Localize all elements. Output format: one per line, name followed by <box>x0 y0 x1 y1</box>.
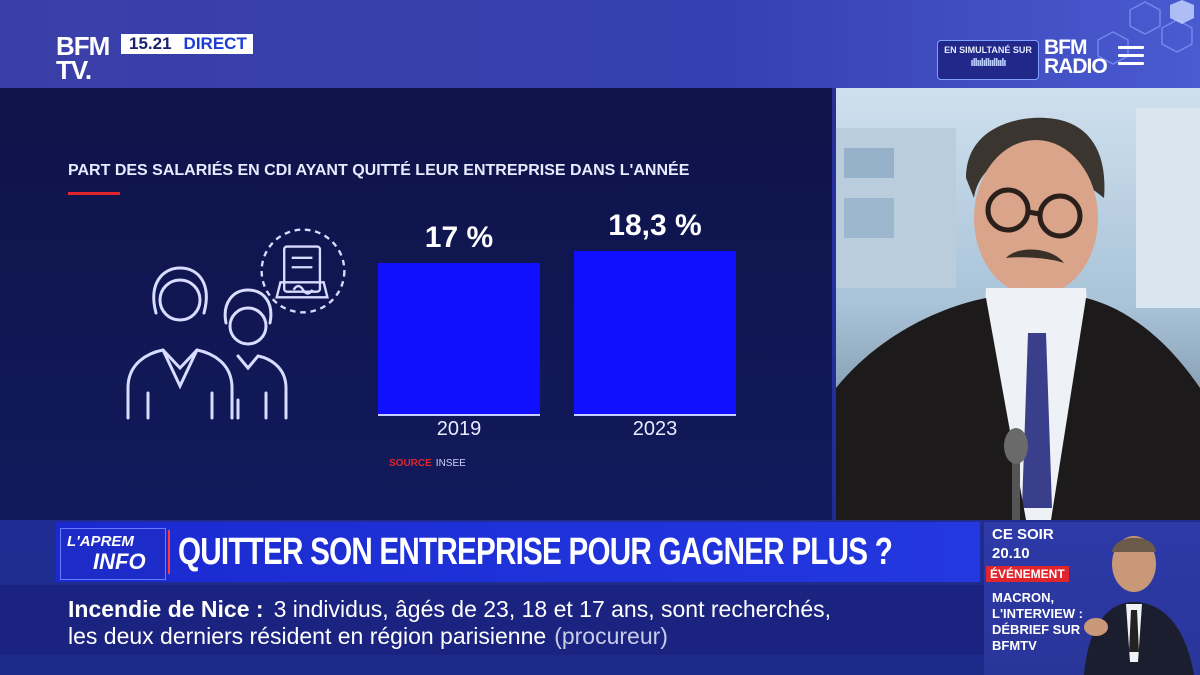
chart-source: SOURCE INSEE <box>389 458 466 469</box>
ticker-text-2: les deux derniers résident en région par… <box>68 623 547 649</box>
live-label: DIRECT <box>183 34 247 53</box>
promo-badge: ÉVÉNEMENT <box>986 566 1069 582</box>
bfm-radio-logo: BFM RADIO <box>1044 36 1108 78</box>
source-label: SOURCE <box>389 458 432 469</box>
bar-category-label: 2019 <box>436 418 482 440</box>
live-indicator: 15.21 DIRECT <box>121 34 253 54</box>
headline-separator <box>168 530 170 574</box>
show-logo: L'APREM INFO <box>60 528 166 580</box>
bar-2019 <box>378 263 540 414</box>
source-value: INSEE <box>435 458 466 469</box>
headline-bar <box>56 522 980 582</box>
audio-wave-icon: ıllıılıllııllıılı <box>970 57 1007 69</box>
bar-value-label: 17 % <box>424 221 494 254</box>
bar-2023 <box>574 251 736 414</box>
studio-camera-feed <box>836 88 1200 520</box>
promo-title-3: DÉBRIEF SUR <box>992 622 1081 637</box>
simulcast-label: EN SIMULTANÉ SUR <box>944 45 1032 55</box>
ticker-line-2: les deux derniers résident en région par… <box>68 623 668 650</box>
show-logo-line2: INFO <box>93 549 146 574</box>
infographic-panel: PART DES SALARIÉS EN CDI AYANT QUITTÉ LE… <box>0 88 832 520</box>
chart-title: PART DES SALARIÉS EN CDI AYANT QUITTÉ LE… <box>68 162 690 179</box>
ticker-attribution: (procureur) <box>554 623 668 649</box>
promo-box <box>984 522 1200 675</box>
promo-line1: CE SOIR <box>992 526 1054 543</box>
bar-baseline <box>574 414 736 416</box>
news-ticker <box>0 585 984 655</box>
headline-text: QUITTER SON ENTREPRISE POUR GAGNER PLUS … <box>178 531 893 573</box>
bar-category-label: 2023 <box>632 418 678 440</box>
ticker-text-1: 3 individus, âgés de 23, 18 et 17 ans, s… <box>273 596 832 622</box>
show-logo-line1: L'APREM <box>67 533 134 550</box>
people-icon <box>126 266 288 420</box>
bar-value-label: 18,3 % <box>608 209 702 242</box>
promo-time: 20.10 <box>992 545 1030 562</box>
bfmtv-logo: BFM TV. <box>56 31 110 85</box>
promo-title-2: L'INTERVIEW : <box>992 606 1083 621</box>
bar-baseline <box>378 414 540 416</box>
simulcast-badge: EN SIMULTANÉ SUR ıllıılıllııllıılı <box>937 40 1039 80</box>
promo-title-1: MACRON, <box>992 590 1055 605</box>
title-underline <box>68 192 120 195</box>
contract-document-icon <box>260 228 346 314</box>
live-time: 15.21 <box>129 34 172 53</box>
ticker-topic: Incendie de Nice : <box>68 596 264 622</box>
promo-title-4: BFMTV <box>992 638 1037 653</box>
promo-guest-image <box>1084 536 1194 675</box>
menu-icon[interactable] <box>1118 46 1144 66</box>
ticker-line-1: Incendie de Nice : 3 individus, âgés de 2… <box>68 596 831 623</box>
presenter-image <box>836 108 1200 520</box>
